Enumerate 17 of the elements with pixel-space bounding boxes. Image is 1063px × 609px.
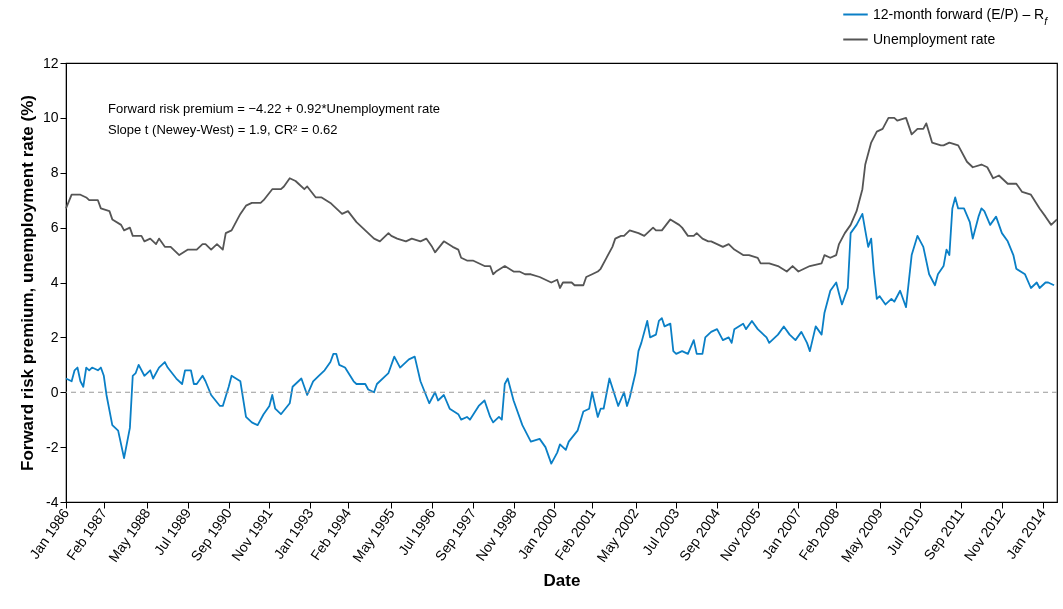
y-tick-label: 6 — [50, 219, 59, 236]
y-tick-label: -4 — [46, 493, 59, 510]
y-tick-label: 10 — [42, 109, 59, 126]
legend-label: Unemployment rate — [873, 30, 996, 47]
x-axis-title: Date — [543, 570, 581, 590]
y-tick-label: 8 — [50, 164, 59, 181]
y-tick-label: 12 — [42, 54, 59, 71]
y-tick-label: 2 — [50, 328, 59, 345]
legend-label: 12-month forward (E/P) – R$_{f}$ — [873, 5, 1049, 27]
y-tick-label: -2 — [46, 438, 59, 455]
line-series — [65, 196, 1055, 465]
y-axis-title: Forward risk premium, unemployment rate (%) — [17, 95, 37, 471]
annotation: Slope t (Newey-West) = 1.9, CR² = 0.62 — [108, 122, 338, 137]
y-tick-label: 4 — [50, 274, 59, 290]
y-tick-label: 0 — [50, 383, 59, 400]
annotation: Forward risk premium = −4.22 + 0.92*Unemployment rate — [108, 101, 441, 116]
line-series — [65, 116, 1058, 289]
